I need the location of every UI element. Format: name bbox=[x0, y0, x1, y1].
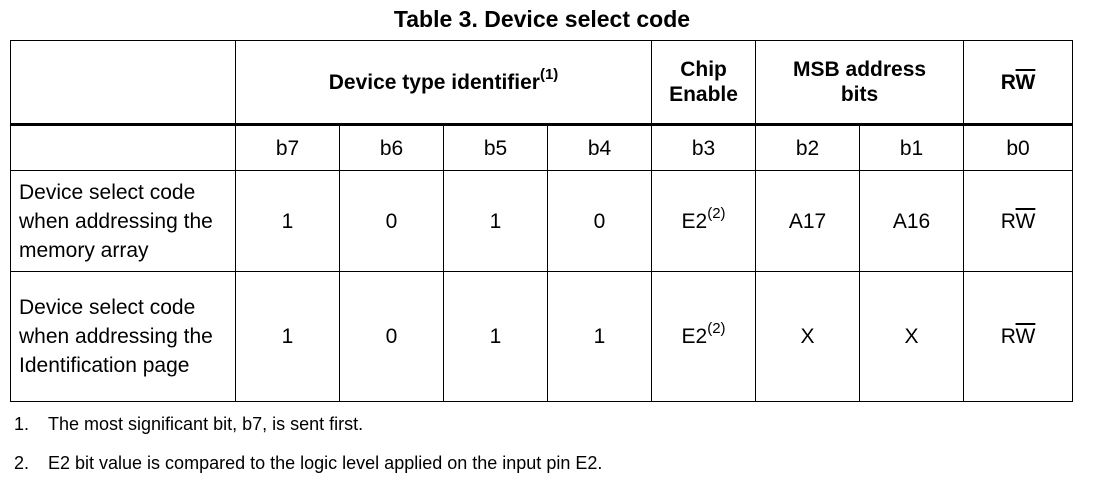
footnote-text: The most significant bit, b7, is sent fi… bbox=[48, 414, 364, 434]
cell-b3: E2(2) bbox=[651, 271, 757, 402]
table-row-identification-page: Device select code when addressing the I… bbox=[10, 271, 1074, 402]
footnote-ref-1: (1) bbox=[539, 65, 559, 83]
cell-b0: RW bbox=[963, 271, 1074, 402]
device-select-code-table: Device type identifier(1) Chip Enable MSB… bbox=[10, 40, 1074, 402]
table-row-memory-array: Device select code when addressing the m… bbox=[10, 170, 1074, 272]
bit-row-empty-cell bbox=[10, 124, 236, 171]
cell-b4: 1 bbox=[546, 271, 653, 402]
bit-label: b0 bbox=[963, 124, 1074, 171]
footnote-ref-2: (2) bbox=[707, 320, 726, 337]
cell-b6: 0 bbox=[339, 170, 444, 272]
header-msb-address-bits: MSB address bits bbox=[755, 40, 965, 126]
footnote-ref-2: (2) bbox=[707, 204, 726, 222]
cell-b7: 1 bbox=[235, 271, 340, 402]
row-label: Device select code when addressing the I… bbox=[10, 271, 236, 402]
cell-b5: 1 bbox=[443, 271, 548, 402]
row-label: Device select code when addressing the m… bbox=[10, 170, 236, 272]
bit-label: b4 bbox=[546, 124, 653, 171]
header-device-type: Device type identifier(1) bbox=[234, 40, 653, 126]
cell-b7: 1 bbox=[235, 170, 340, 272]
bit-label-row: b7 b6 b5 b4 b3 b2 b1 b0 bbox=[10, 124, 1074, 171]
cell-b1: X bbox=[859, 271, 965, 402]
cell-b1: A16 bbox=[859, 170, 965, 272]
cell-b2: A17 bbox=[755, 170, 861, 272]
bit-label: b3 bbox=[651, 124, 757, 171]
cell-b6: 0 bbox=[339, 271, 444, 402]
bit-label: b7 bbox=[235, 124, 340, 171]
cell-b3: E2(2) bbox=[651, 170, 757, 272]
cell-b5: 1 bbox=[443, 170, 548, 272]
footnote-number: 1. bbox=[14, 414, 30, 434]
bit-label: b5 bbox=[443, 124, 548, 171]
footnote-text: E2 bit value is compared to the logic le… bbox=[48, 453, 603, 473]
footnote-1: 1. The most significant bit, b7, is sent … bbox=[14, 412, 602, 451]
cell-b0: RW bbox=[963, 170, 1074, 272]
bit-label: b6 bbox=[339, 124, 444, 171]
footnote-2: 2. E2 bit value is compared to the logic … bbox=[14, 451, 602, 490]
cell-b2: X bbox=[755, 271, 861, 402]
table-caption: Table 3. Device select code bbox=[393, 6, 691, 32]
bit-label: b2 bbox=[755, 124, 861, 171]
bit-label: b1 bbox=[859, 124, 965, 171]
cell-b4: 0 bbox=[546, 170, 653, 272]
header-rw: RW bbox=[963, 40, 1074, 126]
header-chip-enable: Chip Enable bbox=[651, 40, 757, 126]
header-empty-cell bbox=[10, 40, 236, 126]
header-row: Device type identifier(1) Chip Enable MSB… bbox=[10, 40, 1074, 126]
footnote-number: 2. bbox=[14, 453, 30, 473]
table-notes: 1. The most significant bit, b7, is sent … bbox=[14, 412, 602, 490]
